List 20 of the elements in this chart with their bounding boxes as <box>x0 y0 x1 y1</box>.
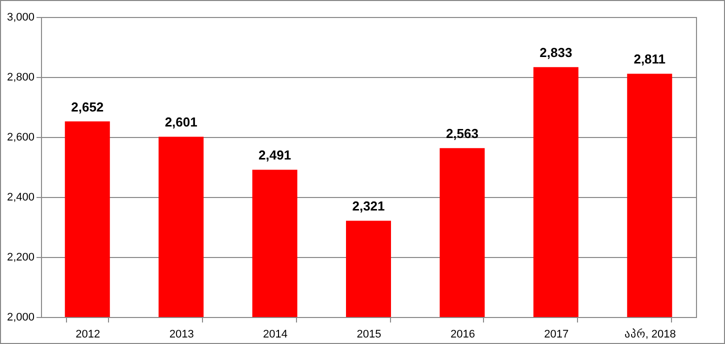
x-tick-label: 2013 <box>169 328 194 340</box>
x-tick-label: აპრ, 2018 <box>624 328 676 340</box>
data-label: 2,491 <box>258 148 292 163</box>
x-tick-label: 2016 <box>450 328 475 340</box>
x-tick-label: 2017 <box>544 328 569 340</box>
x-tick-label: 2014 <box>263 328 288 340</box>
x-tick-label: 2012 <box>76 328 100 340</box>
data-label: 2,601 <box>164 114 198 130</box>
y-tick-label: 2,600 <box>6 132 34 144</box>
data-label: 2,811 <box>634 52 666 67</box>
y-tick-label: 3,000 <box>6 12 34 24</box>
data-label: 2,652 <box>71 99 104 114</box>
data-label: 2,321 <box>352 198 385 214</box>
y-tick-label: 2,000 <box>6 312 34 324</box>
y-tick-label: 2,200 <box>6 252 34 264</box>
data-label: 2,563 <box>446 126 478 142</box>
data-label: 2,833 <box>540 45 572 60</box>
x-tick-label: 2015 <box>356 328 382 340</box>
y-tick-label: 2,800 <box>6 72 34 84</box>
y-tick-label: 2,400 <box>6 192 34 204</box>
